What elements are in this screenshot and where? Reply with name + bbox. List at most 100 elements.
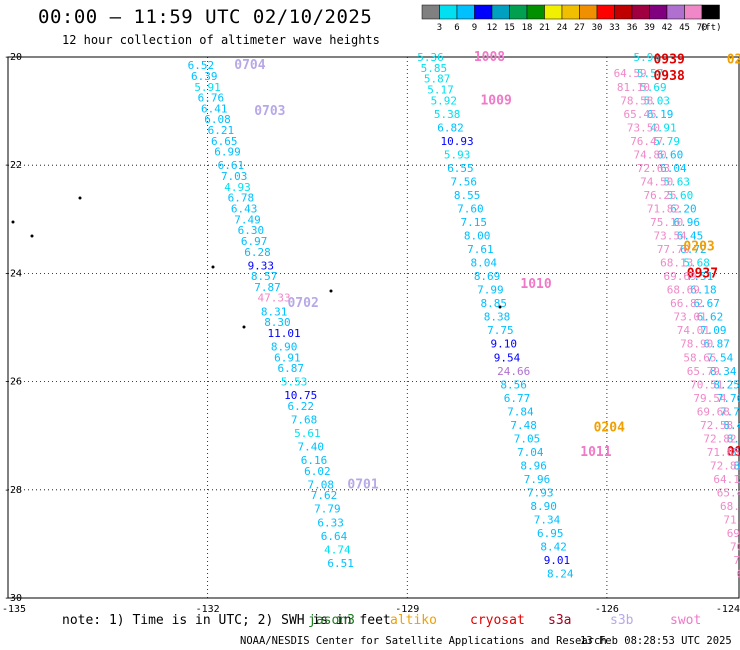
altiko-time-label: 0204: [594, 421, 625, 436]
cryosat-swh-value: 6.19: [647, 108, 674, 121]
altiko-swh-value: 76.25: [644, 189, 677, 202]
s3b-swh-value: 6.65: [211, 135, 238, 148]
s3b-swh-value: 9.33: [248, 259, 275, 272]
altiko-swh-value: 58.65: [683, 351, 716, 364]
swot-swh-value: 5.87: [424, 73, 451, 86]
s3b-time-label: 0701: [347, 477, 378, 492]
s3b-swh-value: 6.08: [204, 113, 231, 126]
cryosat-swh-value: 6.67: [693, 297, 720, 310]
s3b-swh-value: 6.64: [321, 530, 348, 543]
cryosat-swh-value: 8.42: [730, 446, 740, 459]
swot-swh-value: 7.93: [527, 487, 554, 500]
altiko-swh-value: 68.26: [720, 500, 740, 513]
swot-swh-value: 5.36: [417, 51, 444, 64]
colorbar-swatch: [491, 4, 510, 20]
swot-time-label: 1008: [474, 50, 505, 65]
altiko-swh-value: 65.45: [624, 108, 657, 121]
cryosat-swh-value: 6.72: [680, 243, 707, 256]
cryosat-swh-value: 6.87: [703, 338, 730, 351]
cryosat-swh-value: 8.15: [733, 459, 740, 472]
altiko-swh-value: 72.82: [703, 432, 736, 445]
altiko-swh-value: 70.51: [690, 378, 723, 391]
x-tick-label: -129: [395, 604, 419, 615]
altiko-swh-value: 74.80: [634, 148, 667, 161]
colorbar-swatch: [649, 4, 668, 20]
swot-swh-value: 6.77: [504, 392, 531, 405]
s3b-swh-value: 8.57: [251, 270, 278, 283]
s3b-time-label: 0704: [234, 58, 265, 73]
s3b-swh-value: 7.49: [234, 213, 261, 226]
y-tick-label: -28: [4, 485, 22, 496]
cryosat-swh-value: 6.45: [677, 230, 704, 243]
cryosat-swh-value: 5.57: [637, 67, 664, 80]
swot-swh-value: 8.24: [547, 568, 574, 581]
altiko-swh-value: 65.79: [687, 365, 720, 378]
s3b-swh-value: 11.01: [268, 327, 301, 340]
altiko-swh-value: 72.63: [637, 162, 670, 175]
altiko-swh-value: 75.10: [650, 216, 683, 229]
s3b-swh-value: 7.87: [254, 281, 281, 294]
s3b-swh-value: 5.91: [194, 81, 221, 94]
y-tick-label: -30: [4, 593, 22, 604]
y-tick-label: -26: [4, 377, 22, 388]
swot-swh-value: 6.55: [447, 162, 474, 175]
cryosat-swh-value: 5.94: [634, 51, 661, 64]
cryosat-swh-value: 7.56: [737, 473, 740, 486]
swot-swh-value: 9.10: [490, 338, 517, 351]
colorbar-tick-label: 70: [697, 23, 708, 33]
x-tick-label: -126: [595, 604, 619, 615]
colorbar-swatch: [614, 4, 633, 20]
swot-swh-value: 8.96: [520, 459, 547, 472]
s3b-swh-value: 6.51: [327, 557, 354, 570]
s3b-time-label: 0702: [287, 296, 318, 311]
cryosat-swh-value: 5.60: [667, 189, 694, 202]
credit-line: NOAA/NESDIS Center for Satellite Applica…: [240, 635, 607, 647]
s3b-swh-value: 7.40: [297, 441, 324, 454]
x-tick-label: -135: [2, 604, 26, 615]
footer-note: note: 1) Time is in UTC; 2) SWH is in fe…: [62, 613, 391, 628]
satellite-s3a: s3a: [548, 613, 572, 628]
swot-swh-value: 8.04: [470, 257, 497, 270]
swot-swh-value: 8.38: [484, 311, 511, 324]
satellite-swot: swot: [670, 613, 702, 628]
cryosat-swh-value: 7.76: [717, 392, 740, 405]
island-mark: [78, 196, 82, 200]
colorbar-tick-label: 33: [609, 23, 620, 33]
s3b-swh-value: 6.22: [287, 400, 314, 413]
colorbar-tick-label: 3: [437, 23, 442, 33]
altiko-swh-value: 69.68: [697, 405, 730, 418]
y-tick-label: -22: [4, 160, 22, 171]
swot-swh-value: 8.55: [454, 189, 481, 202]
y-tick-label: -20: [4, 52, 22, 63]
swot-swh-value: 7.60: [457, 202, 484, 215]
cryosat-time-label: 0939: [653, 53, 684, 68]
swot-swh-value: 5.92: [431, 94, 458, 107]
cryosat-swh-value: 8.44: [723, 419, 740, 432]
swot-swh-value: 7.75: [487, 324, 514, 337]
altiko-swh-value: 77.70: [657, 243, 690, 256]
altiko-swh-value: 79.54: [693, 392, 726, 405]
swot-swh-value: 8.69: [474, 270, 501, 283]
altiko-swh-value: 68.13: [660, 257, 693, 270]
s3b-swh-value: 7.62: [311, 489, 338, 502]
cryosat-swh-value: 6.04: [660, 162, 687, 175]
island-mark: [329, 289, 333, 293]
swot-swh-value: 7.34: [534, 514, 561, 527]
colorbar-unit-label: (ft): [700, 23, 722, 33]
colorbar-swatch: [544, 4, 563, 20]
colorbar-swatch: [596, 4, 615, 20]
swot-swh-value: 5.85: [421, 62, 448, 75]
colorbar-swatch: [684, 4, 703, 20]
cryosat-swh-value: 5.68: [683, 257, 710, 270]
altiko-swh-value: 71.36: [723, 514, 740, 527]
colorbar-tick-label: 18: [522, 23, 533, 33]
cryosat-time-label: 0937: [687, 266, 718, 281]
s3b-swh-value: 6.16: [301, 454, 328, 467]
s3b-swh-value: 6.21: [208, 124, 235, 137]
colorbar-swatch: [631, 4, 650, 20]
cryosat-swh-value: 5.69: [640, 81, 667, 94]
swot-swh-value: 24.66: [497, 365, 530, 378]
s3b-swh-value: 5.61: [294, 427, 321, 440]
s3b-swh-value: 4.74: [324, 543, 351, 556]
